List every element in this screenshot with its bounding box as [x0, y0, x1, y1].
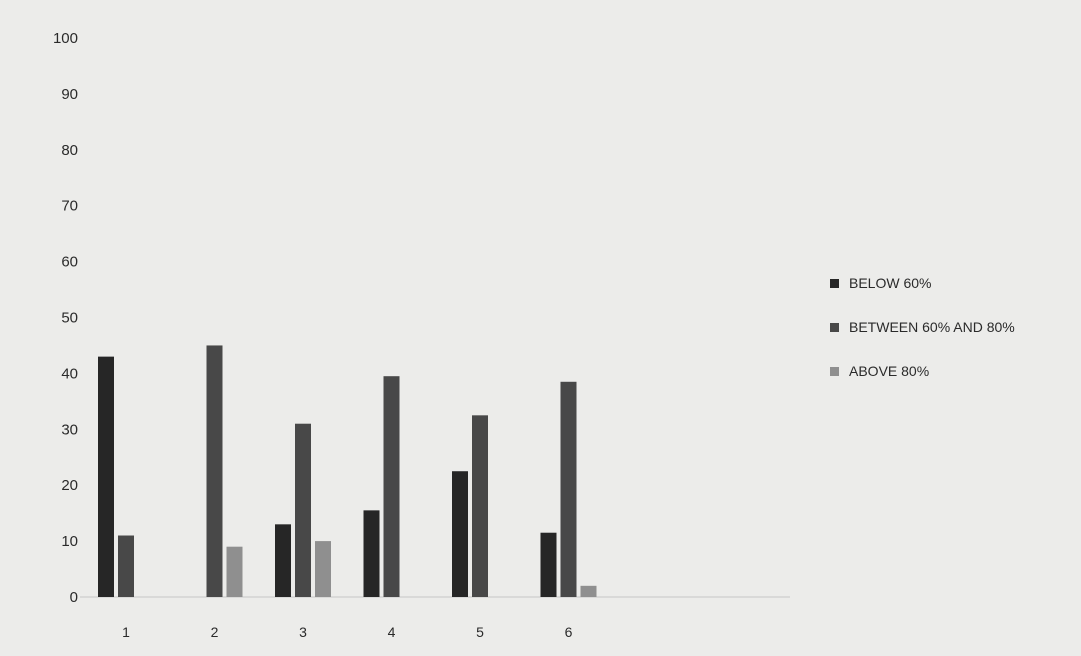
x-tick-label: 1 [122, 624, 130, 640]
legend-label: BELOW 60% [849, 275, 931, 291]
legend-label: BETWEEN 60% AND 80% [849, 319, 1015, 335]
bars [98, 345, 597, 597]
legend-label: ABOVE 80% [849, 363, 929, 379]
y-tick-label: 20 [61, 477, 78, 494]
bar-2-category-6 [560, 381, 577, 597]
y-tick-label: 90 [61, 86, 78, 103]
x-tick-label: 3 [299, 624, 307, 640]
bar-1-category-3 [275, 524, 291, 597]
bar-1-category-4 [363, 510, 380, 597]
y-tick-label: 50 [61, 310, 78, 327]
y-tick-label: 10 [61, 533, 78, 550]
legend-swatch [830, 367, 839, 376]
bar-2-category-1 [118, 535, 134, 597]
y-tick-label: 40 [61, 365, 78, 382]
legend-swatch [830, 279, 839, 288]
x-tick-label: 6 [565, 624, 573, 640]
y-tick-label: 0 [70, 589, 78, 606]
legend-swatch [830, 323, 839, 332]
bar-1-category-5 [452, 471, 468, 597]
bar-3-category-3 [315, 541, 331, 597]
y-tick-label: 30 [61, 421, 78, 438]
x-axis-tick-labels: 1 2 3 4 5 6 [122, 624, 573, 640]
y-axis-tick-labels: 0 10 20 30 40 50 60 70 80 90 100 [53, 30, 78, 606]
x-tick-label: 5 [476, 624, 484, 640]
bar-3-category-6 [580, 585, 597, 597]
x-tick-label: 2 [211, 624, 219, 640]
legend: BELOW 60% BETWEEN 60% AND 80% ABOVE 80% [830, 275, 1015, 379]
bar-2-category-2 [206, 345, 223, 597]
bar-3-category-2 [226, 546, 243, 597]
y-tick-label: 60 [61, 254, 78, 271]
bar-2-category-5 [472, 415, 488, 597]
x-tick-label: 4 [388, 624, 396, 640]
bar-1-category-6 [540, 532, 557, 597]
bar-2-category-4 [383, 376, 400, 597]
bar-2-category-3 [295, 423, 311, 597]
bar-1-category-1 [98, 356, 114, 597]
y-tick-label: 80 [61, 142, 78, 159]
y-tick-label: 70 [61, 198, 78, 215]
y-tick-label: 100 [53, 30, 78, 47]
